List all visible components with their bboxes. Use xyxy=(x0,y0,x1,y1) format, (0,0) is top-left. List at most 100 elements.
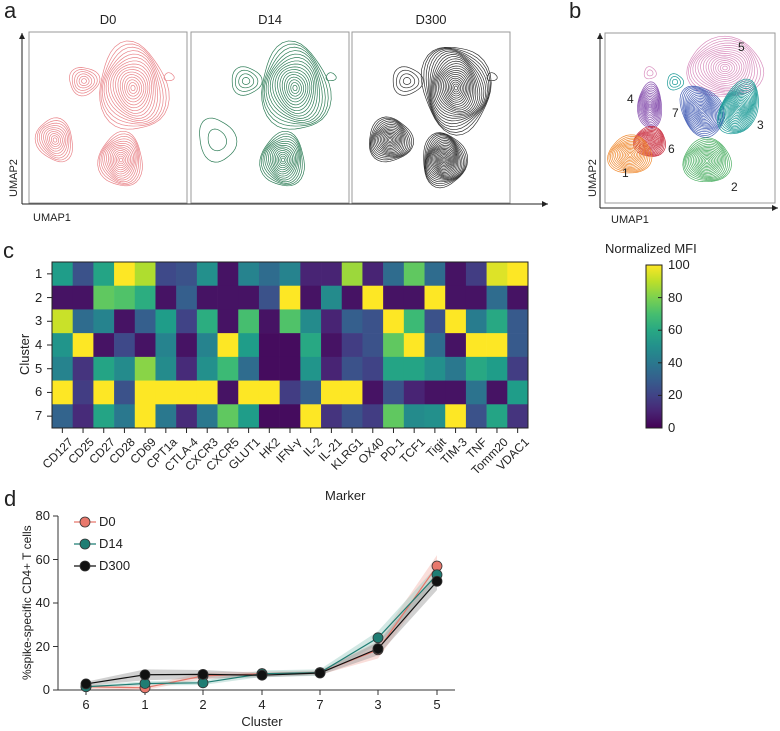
heatmap-cell xyxy=(196,356,218,381)
contour-small xyxy=(69,67,101,97)
heatmap-cell xyxy=(362,285,384,310)
heatmap-cell xyxy=(465,380,487,405)
data-point-D300 xyxy=(256,669,268,681)
panel-a-x-arrowhead-icon xyxy=(542,201,548,207)
heatmap-cell xyxy=(403,380,425,405)
umap-cluster-contours xyxy=(607,35,765,183)
heatmap-cell xyxy=(52,380,73,405)
heatmap-cell xyxy=(424,333,446,358)
heatmap-cell xyxy=(383,309,405,334)
heatmap-cell xyxy=(383,285,405,310)
row-label: 3 xyxy=(35,313,43,329)
heatmap-cell xyxy=(217,380,239,405)
heatmap-cell xyxy=(321,380,343,405)
line-xlabel: Cluster xyxy=(241,714,283,729)
panel-label-d: d xyxy=(4,486,17,511)
x-tick-label: 6 xyxy=(82,697,90,712)
heatmap-cell xyxy=(258,380,280,405)
heatmap-cell xyxy=(176,333,198,358)
heatmap-cell xyxy=(134,309,156,334)
heatmap-cell xyxy=(486,356,508,381)
heatmap-cell xyxy=(279,356,301,381)
heatmap-cell xyxy=(424,262,446,287)
colorbar-tick-label: 100 xyxy=(668,257,690,272)
heatmap-cell xyxy=(93,285,115,310)
heatmap-cell xyxy=(217,262,239,287)
colorbar-tick-label: 0 xyxy=(668,420,676,435)
heatmap-cell xyxy=(238,380,260,405)
heatmap-cell xyxy=(155,309,177,334)
heatmap-cell xyxy=(93,380,115,405)
heatmap-cell xyxy=(403,309,425,334)
x-tick-label: 4 xyxy=(258,697,266,712)
heatmap-cell xyxy=(341,333,363,358)
cluster-label: 7 xyxy=(672,106,679,120)
heatmap-cell xyxy=(465,356,487,381)
x-tick-label: 3 xyxy=(374,697,382,712)
heatmap-cell xyxy=(258,285,280,310)
heatmap-cell xyxy=(507,333,529,358)
row-label: 7 xyxy=(35,408,43,424)
legend-marker xyxy=(79,516,91,528)
heatmap-cell xyxy=(321,356,343,381)
heatmap-cell xyxy=(362,309,384,334)
colorbar-tick-label: 80 xyxy=(668,289,683,305)
heatmap-cell xyxy=(114,404,136,429)
contour-small-pink xyxy=(643,66,657,80)
error-band-D300 xyxy=(86,572,437,687)
heatmap-cell xyxy=(279,309,301,334)
heatmap-cell xyxy=(300,380,322,405)
heatmap-cell xyxy=(134,333,156,358)
heatmap-cell xyxy=(176,309,198,334)
heatmap-cell xyxy=(72,380,94,405)
heatmap-cell xyxy=(341,309,363,334)
heatmap-cell xyxy=(321,404,343,429)
heatmap-cell xyxy=(300,333,322,358)
heatmap-cell xyxy=(72,285,94,310)
heatmap-cell xyxy=(72,404,94,429)
heatmap-cell xyxy=(155,333,177,358)
row-label: 2 xyxy=(35,289,43,305)
heatmap-cell xyxy=(176,285,198,310)
heatmap-cell xyxy=(93,333,115,358)
heatmap-cell xyxy=(445,262,467,287)
heatmap-cell xyxy=(93,309,115,334)
heatmap-cell xyxy=(238,309,260,334)
heatmap-cell xyxy=(279,333,301,358)
heatmap-cell xyxy=(465,333,487,358)
heatmap-cell xyxy=(300,285,322,310)
contour-main-lower xyxy=(97,130,143,187)
panel-a-y-arrowhead-icon xyxy=(19,33,25,39)
heatmap-cell xyxy=(114,285,136,310)
heatmap-cell xyxy=(403,333,425,358)
legend-label: D300 xyxy=(99,558,131,573)
heatmap-cell xyxy=(217,356,239,381)
y-tick-label: 0 xyxy=(42,682,50,697)
heatmap-cell xyxy=(279,285,301,310)
data-point-D300 xyxy=(139,669,151,681)
heatmap-cell xyxy=(258,356,280,381)
umap-contour-D14 xyxy=(199,40,337,187)
heatmap-cell xyxy=(52,309,73,334)
heatmap-cell xyxy=(114,356,136,381)
heatmap-cell xyxy=(196,262,218,287)
heatmap-cell xyxy=(134,404,156,429)
heatmap-cell xyxy=(52,285,73,310)
heatmap-cell xyxy=(300,309,322,334)
heatmap-cell xyxy=(114,262,136,287)
heatmap-cell xyxy=(300,262,322,287)
heatmap-cell xyxy=(424,356,446,381)
heatmap-cell xyxy=(486,333,508,358)
heatmap-cell xyxy=(486,309,508,334)
error-band-D14 xyxy=(86,566,437,688)
cluster-contour-2 xyxy=(607,134,653,174)
heatmap-cell xyxy=(383,262,405,287)
legend-marker xyxy=(79,560,91,572)
contour-tiny xyxy=(486,72,498,82)
heatmap-cell xyxy=(258,404,280,429)
contour-left xyxy=(369,116,414,163)
legend-label: D14 xyxy=(99,536,123,551)
heatmap-cell xyxy=(93,404,115,429)
heatmap-cell xyxy=(465,262,487,287)
contour-main-lower xyxy=(259,130,305,187)
